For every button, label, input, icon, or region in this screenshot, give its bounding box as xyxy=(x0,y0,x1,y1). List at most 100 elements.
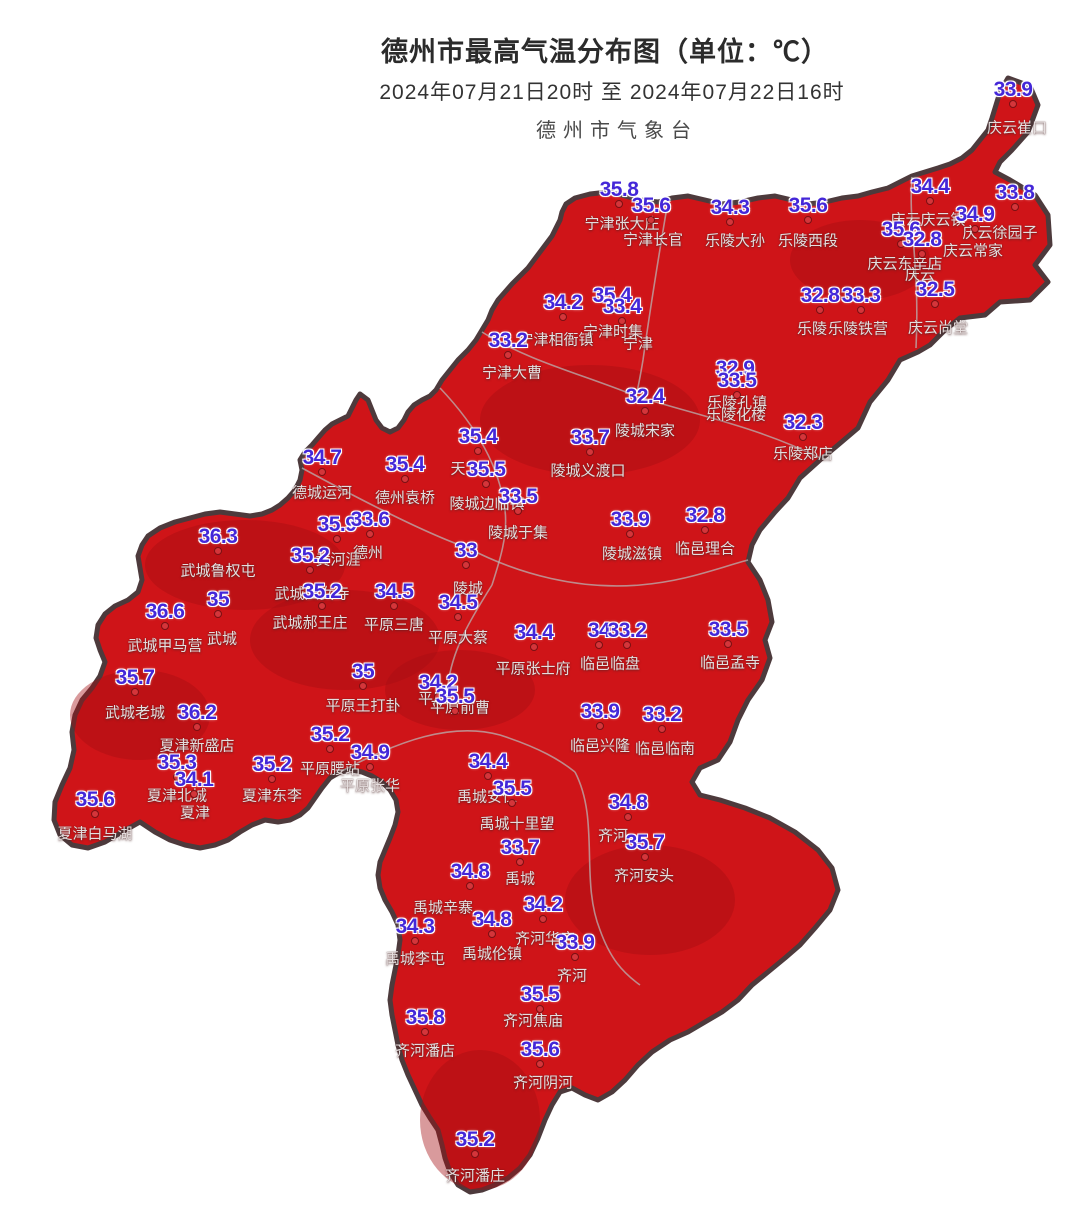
station-marker-icon xyxy=(411,937,419,945)
temp-label: 33.5 xyxy=(498,485,538,508)
station-marker-icon xyxy=(268,775,276,783)
place-label: 乐陵大孙 xyxy=(704,232,766,250)
place-label: 庆云尚堂 xyxy=(907,319,969,337)
temp-label: 33.6 xyxy=(350,508,390,531)
station-marker-icon xyxy=(596,722,604,730)
temp-label: 35.7 xyxy=(115,666,155,689)
place-label: 临邑临盘 xyxy=(579,655,641,673)
place-label: 陵城义渡口 xyxy=(550,462,626,480)
station-marker-icon xyxy=(618,317,626,325)
temp-label: 33.2 xyxy=(642,703,682,726)
station-marker-icon xyxy=(359,682,367,690)
temp-label: 33.2 xyxy=(488,329,528,352)
place-label: 乐陵西段 xyxy=(777,232,839,250)
temp-label: 34.2 xyxy=(418,671,458,694)
station-marker-icon xyxy=(586,448,594,456)
temp-label: 35.9 xyxy=(317,513,357,536)
temp-label: 34.4 xyxy=(910,175,950,198)
temp-label: 35.5 xyxy=(492,777,532,800)
temp-label: 35.4 xyxy=(458,425,498,448)
place-label: 黄河涯 xyxy=(315,551,361,569)
station-marker-icon xyxy=(623,641,631,649)
temp-label: 35.6 xyxy=(75,788,115,811)
place-label: 武城四女寺 xyxy=(274,585,350,603)
station-marker-icon xyxy=(608,306,616,314)
place-label: 德城运河 xyxy=(291,484,353,502)
station-marker-icon xyxy=(161,622,169,630)
station-marker-icon xyxy=(454,613,462,621)
place-label: 齐河安头 xyxy=(613,867,675,885)
temp-label: 34.3 xyxy=(395,915,435,938)
place-label: 庆云东辛店 xyxy=(867,255,943,273)
temp-label: 32.8 xyxy=(685,504,725,527)
temp-label: 33.4 xyxy=(602,295,642,318)
temp-label: 35 xyxy=(206,588,230,611)
temp-label: 32.8 xyxy=(800,284,840,307)
station-marker-icon xyxy=(731,379,739,387)
place-label: 禹城李屯 xyxy=(384,950,446,968)
station-marker-icon xyxy=(131,688,139,696)
place-label: 陵城滋镇 xyxy=(601,545,663,563)
station-marker-icon xyxy=(626,530,634,538)
temp-label: 32.4 xyxy=(625,385,665,408)
issuing-agency: 德州市气象台 xyxy=(536,118,698,142)
station-marker-icon xyxy=(536,1060,544,1068)
place-label: 庆云 xyxy=(904,266,936,284)
station-marker-icon xyxy=(726,218,734,226)
temp-label: 34.9 xyxy=(955,203,995,226)
station-marker-icon xyxy=(539,915,547,923)
station-marker-icon xyxy=(466,882,474,890)
temp-label: 33.7 xyxy=(500,836,540,859)
place-label: 乐陵郑店 xyxy=(772,445,834,463)
station-marker-icon xyxy=(857,306,865,314)
place-label: 陵城宋家 xyxy=(614,422,676,440)
place-label: 宁津相衙镇 xyxy=(518,331,594,349)
station-marker-icon xyxy=(571,953,579,961)
place-label: 齐河阴河 xyxy=(512,1074,574,1092)
temp-label: 35.2 xyxy=(455,1128,495,1151)
station-marker-icon xyxy=(804,216,812,224)
station-marker-icon xyxy=(1011,203,1019,211)
station-marker-icon xyxy=(799,433,807,441)
station-marker-icon xyxy=(318,602,326,610)
temp-label: 35.4 xyxy=(592,284,632,307)
shade-patches xyxy=(70,220,930,1190)
temp-label: 35.8 xyxy=(405,1006,445,1029)
station-marker-icon xyxy=(508,799,516,807)
station-marker-icon xyxy=(926,197,934,205)
temp-label: 35.3 xyxy=(157,751,197,774)
station-marker-icon xyxy=(318,468,326,476)
station-marker-icon xyxy=(918,250,926,258)
station-marker-icon xyxy=(474,447,482,455)
temp-label: 32.8 xyxy=(902,228,942,251)
temp-label: 34.9 xyxy=(350,741,390,764)
station-marker-icon xyxy=(306,566,314,574)
temp-label: 34.3 xyxy=(710,196,750,219)
station-marker-icon xyxy=(366,530,374,538)
temp-label: 36.3 xyxy=(198,525,238,548)
place-label: 夏津白马湖 xyxy=(57,825,133,843)
place-label: 夏津东李 xyxy=(241,787,303,805)
place-label: 齐河焦庙 xyxy=(502,1012,564,1030)
place-label: 平原大蔡 xyxy=(427,629,489,647)
station-marker-icon xyxy=(724,640,732,648)
place-label: 禹城辛寨 xyxy=(412,899,474,917)
temp-label: 35.6 xyxy=(520,1038,560,1061)
station-marker-icon xyxy=(214,547,222,555)
temp-label: 33.2 xyxy=(607,619,647,642)
temp-label: 33.9 xyxy=(993,78,1033,101)
temp-label: 34.1 xyxy=(174,768,214,791)
temp-label: 34.8 xyxy=(472,908,512,931)
place-label: 夏津 xyxy=(179,804,211,822)
temp-label: 35.6 xyxy=(631,194,671,217)
place-label: 平原王打卦 xyxy=(325,697,401,715)
station-marker-icon xyxy=(647,216,655,224)
place-label: 齐河潘庄 xyxy=(444,1167,506,1185)
place-label: 平原三唐 xyxy=(363,616,425,634)
temp-label: 33.9 xyxy=(555,931,595,954)
station-marker-icon xyxy=(1009,100,1017,108)
place-label: 德州袁桥 xyxy=(374,489,436,507)
station-marker-icon xyxy=(658,725,666,733)
station-marker-icon xyxy=(471,1150,479,1158)
